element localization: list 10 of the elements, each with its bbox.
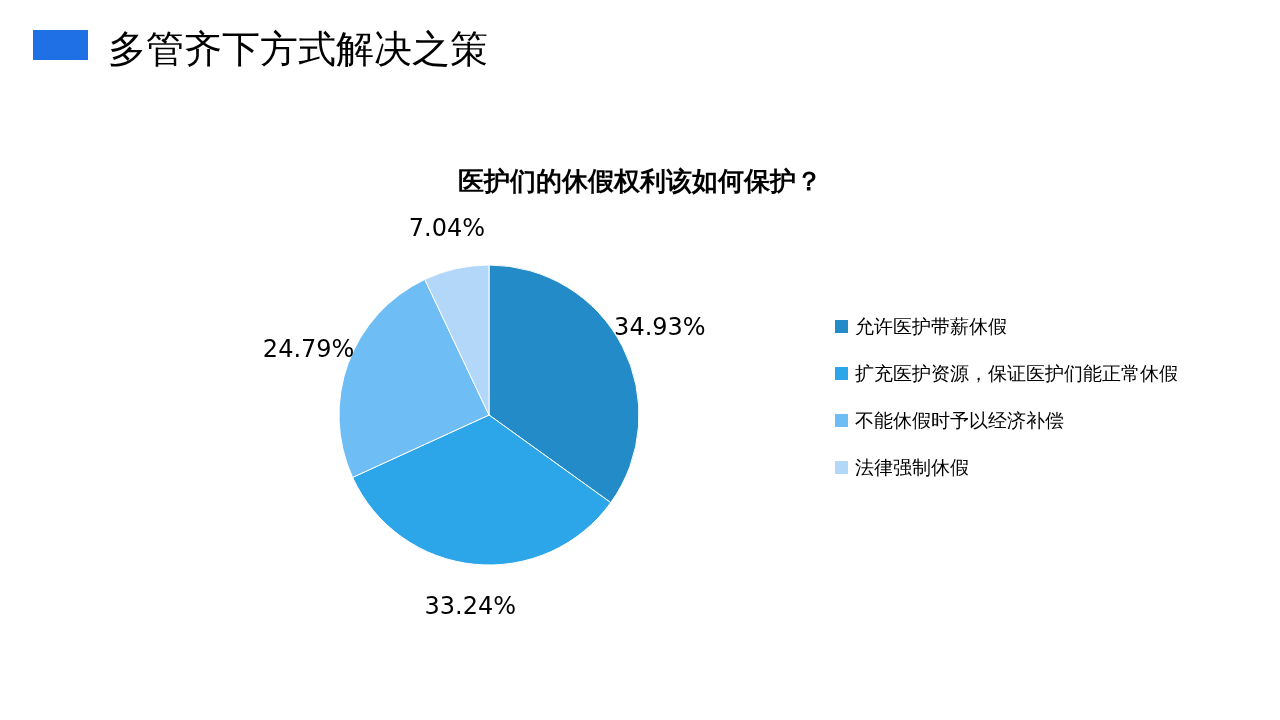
data-label: 24.79% — [262, 335, 355, 364]
chart-subtitle: 医护们的休假权利该如何保护？ — [458, 166, 822, 196]
legend-label: 扩充医护资源，保证医护们能正常休假 — [855, 362, 1178, 384]
legend-label: 法律强制休假 — [855, 456, 969, 478]
legend-label: 不能休假时予以经济补偿 — [855, 409, 1064, 431]
data-label: 34.93% — [614, 313, 706, 342]
chart-title: 多管齐下方式解决之策 — [108, 27, 488, 71]
data-label: 33.24% — [424, 592, 517, 621]
data-label: 7.04% — [408, 213, 486, 242]
legend-label: 允许医护带薪休假 — [855, 315, 1007, 337]
